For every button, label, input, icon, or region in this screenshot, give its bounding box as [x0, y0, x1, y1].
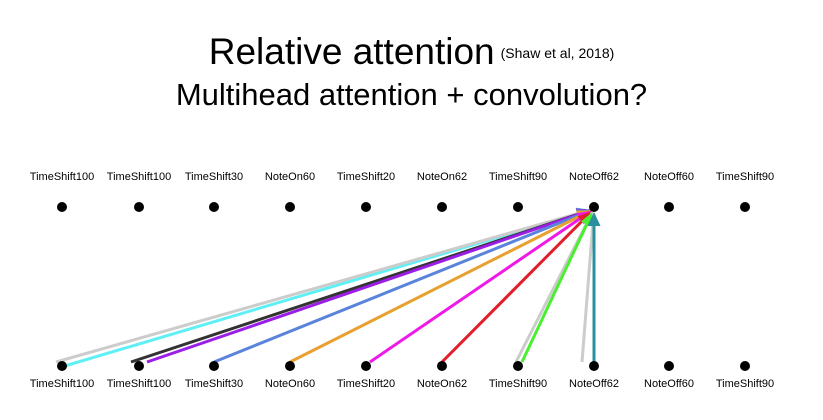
bottom-token-node [285, 361, 295, 371]
top-token-label: TimeShift100 [106, 171, 172, 183]
bottom-token-label: TimeShift100 [29, 378, 95, 390]
bottom-token-node [437, 361, 447, 371]
attention-arrow [369, 217, 581, 364]
attention-arrow [440, 220, 584, 364]
top-token-node [285, 202, 295, 212]
top-token-label: TimeShift90 [488, 171, 548, 183]
bottom-token-node [361, 361, 371, 371]
bottom-token-label: TimeShift100 [106, 378, 172, 390]
top-token-node [437, 202, 447, 212]
attention-line-gray [55, 208, 591, 364]
bottom-token-node [740, 361, 750, 371]
top-token-label: TimeShift30 [184, 171, 244, 183]
citation: (Shaw et al, 2018) [500, 45, 615, 61]
bottom-token-label: TimeShift90 [715, 378, 775, 390]
top-token-node [57, 202, 67, 212]
bottom-token-node [513, 361, 523, 371]
top-token-label: NoteOff62 [569, 171, 619, 183]
attention-arrow [289, 215, 580, 364]
bottom-token-label: NoteOn60 [264, 378, 316, 390]
bottom-token-node [209, 361, 219, 371]
bottom-token-node [57, 361, 67, 371]
top-token-node [740, 202, 750, 212]
bottom-token-label: TimeShift30 [184, 378, 244, 390]
top-token-node [513, 202, 523, 212]
bottom-token-node [589, 361, 599, 371]
top-token-label: TimeShift100 [29, 171, 95, 183]
top-token-node [134, 202, 144, 212]
slide-title: Relative attention [208, 31, 495, 72]
arrow-head [587, 212, 601, 226]
attention-arrow [213, 213, 579, 364]
top-token-label: TimeShift90 [715, 171, 775, 183]
top-token-label: TimeShift20 [336, 171, 396, 183]
attention-arrow [146, 213, 579, 364]
top-token-label: NoteOff60 [644, 171, 694, 183]
bottom-token-label: TimeShift90 [488, 378, 548, 390]
slide-subtitle: Multihead attention + convolution? [175, 77, 648, 112]
title-line: Relative attention (Shaw et al, 2018) [0, 30, 823, 75]
top-token-label: NoteOn62 [416, 171, 468, 183]
top-token-label: NoteOn60 [264, 171, 316, 183]
bottom-token-label: NoteOff62 [569, 378, 619, 390]
top-token-node [664, 202, 674, 212]
bottom-token-label: NoteOff60 [644, 378, 694, 390]
top-token-node [361, 202, 371, 212]
top-token-node [209, 202, 219, 212]
bottom-token-label: TimeShift20 [336, 378, 396, 390]
bottom-token-label: NoteOn62 [416, 378, 468, 390]
bottom-token-node [134, 361, 144, 371]
top-token-node [589, 202, 599, 212]
attention-line-gray [580, 212, 596, 363]
bottom-token-node [664, 361, 674, 371]
title-block: Relative attention (Shaw et al, 2018) Mul… [0, 30, 823, 115]
attention-arrow [520, 223, 589, 363]
arrow-head [577, 211, 592, 226]
